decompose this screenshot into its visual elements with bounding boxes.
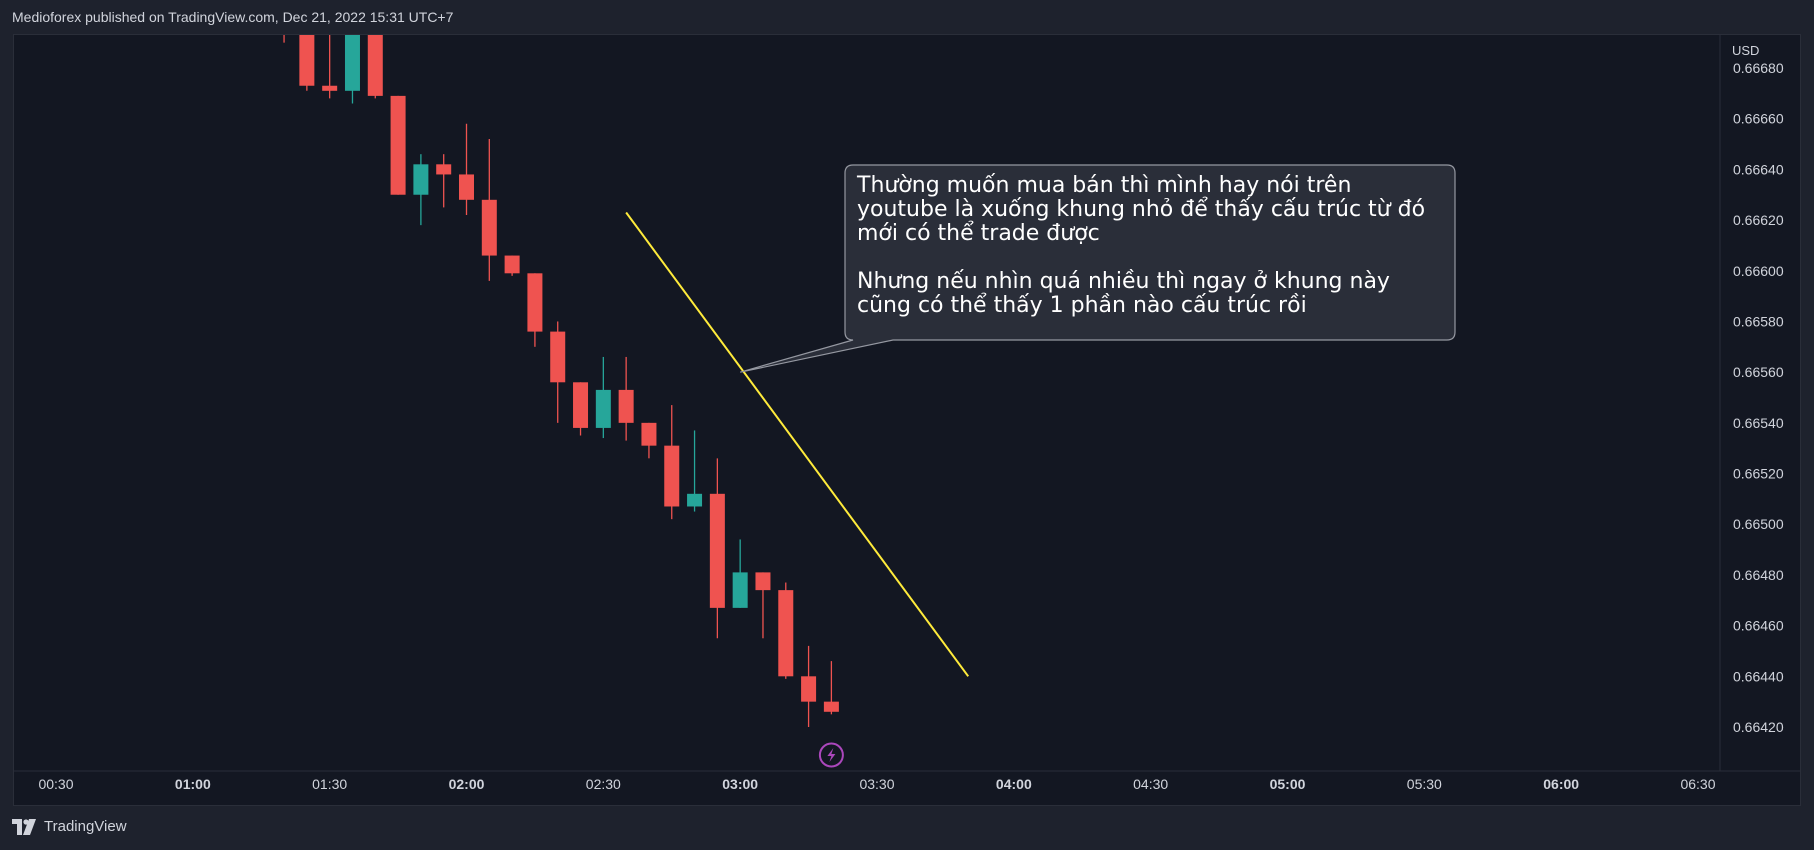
- price-tick-label: 0.66600: [1733, 263, 1784, 279]
- chart-frame[interactable]: [13, 34, 1801, 806]
- candles-layer: [277, 0, 839, 727]
- candle-body: [801, 676, 817, 702]
- candle-body: [573, 382, 589, 428]
- candle: [778, 582, 794, 679]
- time-tick-label: 05:00: [1270, 776, 1306, 792]
- callout-bubble: [740, 164, 1456, 373]
- candle-body: [367, 35, 383, 96]
- candle: [390, 95, 406, 195]
- candle-body: [390, 95, 406, 195]
- candle-body: [413, 164, 429, 195]
- candle: [481, 138, 497, 281]
- candle: [299, 35, 315, 91]
- candle: [413, 154, 429, 226]
- currency-label: USD: [1732, 43, 1759, 58]
- candle: [801, 645, 817, 727]
- lightning-bolt-icon[interactable]: [818, 742, 844, 768]
- candle-body: [641, 422, 657, 446]
- publisher-caption: Medioforex published on TradingView.com,…: [12, 9, 454, 25]
- candle: [459, 123, 474, 216]
- candle: [641, 422, 657, 459]
- price-tick-label: 0.66480: [1733, 567, 1784, 583]
- price-tick-label: 0.66420: [1733, 719, 1784, 735]
- candle: [550, 321, 566, 423]
- candle-body: [732, 572, 748, 608]
- candle-body: [481, 199, 497, 256]
- price-tick-label: 0.66540: [1733, 415, 1784, 431]
- time-tick-label: 03:30: [859, 776, 894, 792]
- candle: [573, 382, 589, 436]
- callout-layer: [740, 164, 1456, 373]
- candle: [367, 35, 383, 99]
- candle-body: [277, 0, 292, 17]
- footer-branding[interactable]: TradingView: [12, 818, 127, 835]
- price-tick-label: 0.66620: [1733, 212, 1784, 228]
- time-tick-label: 02:30: [586, 776, 621, 792]
- candle-body: [618, 389, 634, 423]
- candle-body: [823, 701, 839, 712]
- candle-body: [459, 174, 474, 200]
- candle: [277, 0, 292, 43]
- candle-body: [709, 493, 725, 608]
- candle-body: [344, 35, 360, 91]
- candle: [664, 405, 680, 520]
- candle: [732, 539, 748, 608]
- price-tick-label: 0.66580: [1733, 313, 1784, 329]
- footer-brand-text: TradingView: [44, 818, 127, 835]
- candle: [595, 356, 611, 439]
- tradingview-logo-icon: [12, 818, 36, 835]
- candle-body: [527, 273, 543, 332]
- candle-body: [778, 590, 794, 677]
- time-tick-label: 04:30: [1133, 776, 1168, 792]
- candle: [344, 35, 360, 104]
- candle-body: [595, 389, 611, 428]
- candle-body: [687, 493, 703, 507]
- candle: [687, 430, 703, 512]
- time-tick-label: 06:00: [1543, 776, 1579, 792]
- event-marker-layer: [818, 742, 844, 768]
- candle: [504, 255, 520, 276]
- time-tick-label: 04:00: [996, 776, 1032, 792]
- candle-body: [322, 85, 338, 91]
- time-tick-label: 02:00: [449, 776, 485, 792]
- time-tick-label: 05:30: [1407, 776, 1442, 792]
- time-tick-label: 01:30: [312, 776, 347, 792]
- candle-body: [504, 255, 520, 274]
- time-tick-label: 01:00: [175, 776, 211, 792]
- price-tick-label: 0.66500: [1733, 516, 1784, 532]
- price-tick-label: 0.66460: [1733, 618, 1784, 634]
- price-tick-label: 0.66520: [1733, 466, 1784, 482]
- trendline-layer: [625, 211, 970, 677]
- candle: [618, 356, 634, 441]
- candle: [823, 661, 839, 715]
- price-tick-label: 0.66660: [1733, 111, 1784, 127]
- candle: [755, 572, 771, 639]
- price-axis: USD 0.66680 0.66660 0.66640 0.66620 0.66600 0.…: [1719, 34, 1784, 771]
- time-tick-label: 06:30: [1680, 776, 1715, 792]
- candle-body: [299, 35, 315, 86]
- price-tick-label: 0.66440: [1733, 668, 1784, 684]
- candle: [527, 273, 543, 347]
- candle: [436, 154, 452, 208]
- candle: [709, 458, 725, 639]
- candle-body: [664, 445, 680, 507]
- time-tick-label: 03:00: [722, 776, 758, 792]
- candle-body: [436, 164, 452, 175]
- price-tick-label: 0.66640: [1733, 161, 1784, 177]
- price-tick-label: 0.66560: [1733, 364, 1784, 380]
- price-tick-label: 0.66680: [1733, 60, 1784, 76]
- trendline: [625, 211, 970, 677]
- candle: [322, 35, 338, 99]
- time-tick-label: 00:30: [38, 776, 73, 792]
- candle-body: [755, 572, 771, 591]
- candle-body: [550, 331, 566, 383]
- time-axis: 00:30 01:00 01:30 02:00 02:30 03:00 03:30 04:00…: [13, 770, 1801, 792]
